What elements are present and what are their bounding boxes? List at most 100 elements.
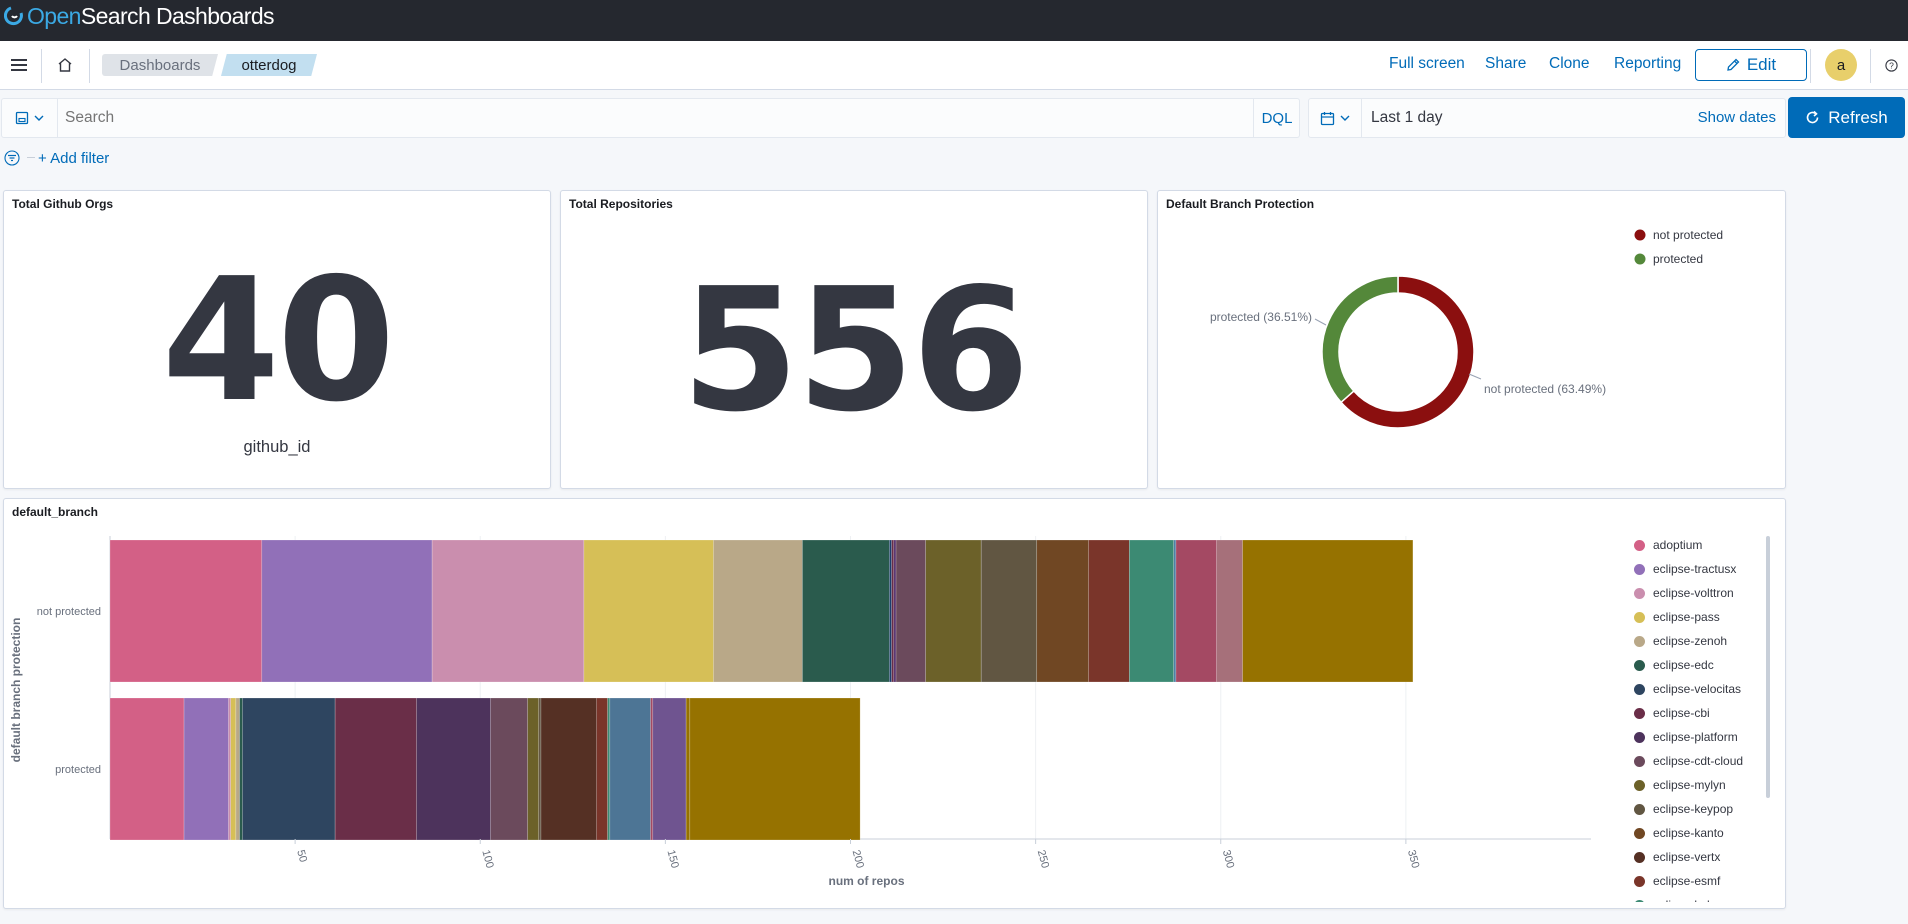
legend-dot: [1634, 755, 1645, 767]
full-screen-link[interactable]: Full screen: [1389, 55, 1465, 72]
bar-segment: [183, 697, 229, 841]
logo-text-dashboards: Search Dashboards: [80, 2, 275, 29]
filter-options-icon[interactable]: [4, 150, 20, 166]
add-filter-link[interactable]: + Add filter: [38, 149, 110, 167]
bar-segment: [889, 539, 892, 683]
legend-dot: [1634, 229, 1646, 241]
bar-segment: [1216, 539, 1243, 683]
legend-item[interactable]: eclipse-velocitas: [1634, 680, 1741, 698]
save-icon: [15, 111, 29, 125]
refresh-button[interactable]: Refresh: [1788, 97, 1905, 138]
legend-item[interactable]: eclipse-platform: [1634, 728, 1738, 746]
legend-item[interactable]: eclipse-zenoh: [1634, 632, 1727, 650]
bar-segment: [230, 697, 237, 841]
bar-segment: [891, 539, 895, 683]
y-tick-label: not protected: [37, 606, 101, 618]
stacked-bar-chart: not protected protected 50 100 150 200 250 300 3…: [9, 536, 1591, 888]
x-tick-label: 350: [1405, 849, 1421, 870]
hamburger-icon: [11, 59, 27, 71]
legend-label: eclipse-esmf: [1653, 874, 1721, 888]
legend-item[interactable]: eclipse-volttron: [1634, 584, 1734, 602]
panel-default-branch-protection: Default Branch Protection not protected …: [1157, 190, 1786, 489]
bar-segment: [239, 697, 243, 841]
refresh-button-label: Refresh: [1828, 107, 1888, 127]
saved-query-button[interactable]: [2, 99, 58, 137]
bar-segment: [235, 697, 240, 841]
opensearch-logo[interactable]: OpenSearch Dashboards: [4, 2, 275, 30]
legend-item[interactable]: eclipse-mylyn: [1634, 776, 1726, 794]
bar-segment: [109, 539, 263, 683]
legend-dot: [1634, 253, 1646, 265]
bar-segment: [242, 697, 336, 841]
bar-segment: [1242, 539, 1414, 683]
legend-label: not protected: [1653, 228, 1723, 242]
legend-label: eclipse-keypop: [1653, 802, 1734, 816]
quick-date-button[interactable]: [1309, 99, 1362, 137]
bar-segment: [802, 539, 890, 683]
label-leader-line: [1468, 373, 1482, 380]
breadcrumb-otterdog: otterdog: [221, 54, 317, 76]
panel-title: Total Repositories: [569, 197, 673, 211]
metric-value: 40: [161, 242, 396, 440]
legend-label: eclipse-lsds: [1653, 898, 1716, 902]
metric-label: github_id: [243, 438, 311, 456]
show-dates-link[interactable]: Show dates: [1697, 109, 1776, 126]
metric-value: 556: [681, 252, 1030, 450]
bar-segment: [596, 697, 608, 841]
help-icon: ?: [1884, 58, 1898, 72]
legend-item[interactable]: eclipse-vertx: [1634, 848, 1720, 866]
divider: [27, 157, 35, 158]
bar-segment: [1173, 539, 1177, 683]
legend-scrollbar[interactable]: [1766, 536, 1770, 798]
clone-link[interactable]: Clone: [1549, 55, 1590, 72]
legend-item[interactable]: adoptium: [1634, 536, 1702, 554]
legend-item[interactable]: eclipse-edc: [1634, 656, 1714, 674]
bar-segment: [527, 697, 540, 841]
header-bar: OpenSearch Dashboards: [0, 0, 1908, 41]
bar-segment: [261, 539, 433, 683]
search-input[interactable]: [65, 109, 965, 127]
nav-bar: Dashboards otterdog Full screen Share Cl…: [0, 41, 1908, 90]
legend-dot: [1634, 683, 1645, 695]
legend-item[interactable]: eclipse-cbi: [1634, 704, 1710, 722]
y-axis-title: default branch protection: [9, 618, 23, 763]
legend-item[interactable]: eclipse-tractusx: [1634, 560, 1736, 578]
bar-segment: [650, 697, 654, 841]
share-link[interactable]: Share: [1485, 55, 1527, 72]
edit-button[interactable]: Edit: [1695, 49, 1807, 81]
chevron-down-icon: [1340, 115, 1350, 121]
legend-label: eclipse-vertx: [1653, 850, 1721, 864]
legend-item[interactable]: eclipse-esmf: [1634, 872, 1720, 890]
breadcrumb-dashboards[interactable]: Dashboards: [102, 54, 218, 76]
bar-segment: [980, 539, 1038, 683]
x-tick-label: 250: [1035, 849, 1051, 870]
bar-segment: [652, 697, 687, 841]
legend-item[interactable]: eclipse-lsds: [1634, 896, 1716, 902]
legend-label: eclipse-velocitas: [1653, 682, 1742, 696]
dql-toggle[interactable]: DQL: [1253, 99, 1300, 137]
legend-dot: [1634, 731, 1645, 743]
legend-item[interactable]: eclipse-cdt-cloud: [1634, 752, 1743, 770]
legend-item[interactable]: eclipse-kanto: [1634, 824, 1724, 842]
bar-segment: [685, 697, 691, 841]
legend-dot: [1634, 659, 1645, 671]
legend-dot: [1634, 587, 1645, 599]
legend-label: eclipse-mylyn: [1653, 778, 1726, 792]
bar-segment: [925, 539, 982, 683]
home-button[interactable]: [48, 41, 82, 89]
reporting-link[interactable]: Reporting: [1614, 55, 1682, 72]
avatar[interactable]: a: [1825, 49, 1857, 81]
bar-segment: [1088, 539, 1130, 683]
divider: [41, 49, 42, 83]
legend-item[interactable]: eclipse-keypop: [1634, 800, 1733, 818]
menu-button[interactable]: [0, 41, 38, 89]
help-button[interactable]: ?: [1876, 41, 1906, 89]
legend-label: eclipse-cbi: [1653, 706, 1710, 720]
refresh-icon: [1806, 110, 1819, 124]
panel-total-github-orgs: Total Github Orgs 40 github_id: [3, 190, 551, 489]
legend-label: eclipse-volttron: [1653, 586, 1734, 600]
time-range-label[interactable]: Last 1 day: [1371, 109, 1443, 126]
x-tick-label: 100: [479, 849, 495, 870]
legend-item[interactable]: eclipse-pass: [1634, 608, 1720, 626]
donut-slice: [1339, 275, 1475, 429]
